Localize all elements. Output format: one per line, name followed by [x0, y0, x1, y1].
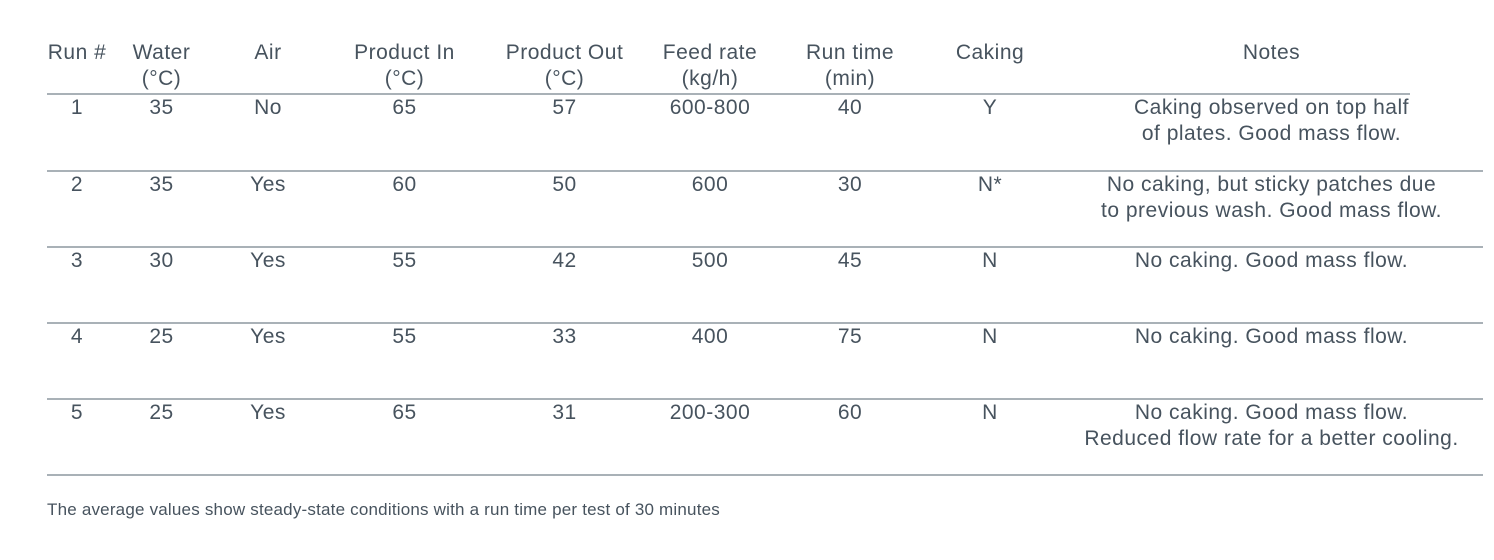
cell-run-number: 4: [70, 325, 84, 348]
cell-notes: Caking observed on top half of plates. G…: [1133, 96, 1409, 145]
table-row: 2 35 Yes 60 50 600 30 N* No caking, but …: [47, 171, 1483, 247]
results-table: Run # Water (°C) Air Product In (°C) Pro…: [47, 40, 1483, 476]
cell-product-out: 33: [552, 325, 577, 348]
cell-run-number: 2: [70, 173, 84, 196]
column-header-water: Water (°C): [132, 41, 191, 90]
cell-run-time: 75: [837, 325, 863, 348]
cell-product-out: 42: [552, 249, 577, 272]
cell-run-number: 5: [70, 401, 84, 424]
table-header-row: Run # Water (°C) Air Product In (°C) Pro…: [47, 40, 1483, 95]
column-header-product-out: Product Out (°C): [505, 41, 624, 90]
cell-run-number: 3: [70, 249, 84, 272]
column-header-feed-rate: Feed rate (kg/h): [662, 41, 758, 90]
cell-product-in: 55: [392, 325, 417, 348]
cell-water: 25: [149, 401, 174, 424]
cell-feed-rate: 600: [691, 173, 729, 196]
cell-feed-rate: 500: [691, 249, 729, 272]
cell-feed-rate: 400: [691, 325, 729, 348]
cell-caking: Y: [982, 96, 998, 119]
column-header-air: Air: [254, 41, 282, 64]
column-header-run-time: Run time (min): [805, 41, 895, 90]
column-header-run-number: Run #: [47, 41, 107, 64]
cell-notes: No caking, but sticky patches due to pre…: [1101, 173, 1442, 222]
cell-product-out: 31: [552, 401, 577, 424]
cell-air: Yes: [250, 249, 286, 272]
cell-caking: N: [982, 325, 998, 348]
table-row: 4 25 Yes 55 33 400 75 N No caking. Good …: [47, 323, 1483, 399]
cell-product-out: 57: [552, 96, 577, 119]
cell-product-out: 50: [552, 173, 577, 196]
column-header-product-in: Product In (°C): [354, 41, 455, 90]
cell-run-time: 40: [837, 96, 863, 119]
cell-run-time: 60: [837, 401, 863, 424]
cell-feed-rate: 600-800: [669, 96, 751, 119]
table-row: 1 35 No 65 57 600-800 40 Y Caking observ…: [47, 95, 1483, 171]
cell-air: No: [254, 96, 282, 119]
cell-run-time: 30: [837, 173, 863, 196]
table-row: 5 25 Yes 65 31 200-300 60 N No caking. G…: [47, 399, 1483, 475]
cell-air: Yes: [250, 325, 286, 348]
cell-air: Yes: [250, 173, 286, 196]
cell-caking: N: [982, 249, 998, 272]
cell-water: 30: [149, 249, 174, 272]
cell-product-in: 55: [392, 249, 417, 272]
header-divider: [47, 93, 1410, 95]
column-header-notes: Notes: [1242, 41, 1301, 64]
cell-feed-rate: 200-300: [669, 401, 751, 424]
cell-air: Yes: [250, 401, 286, 424]
cell-caking: N: [982, 401, 998, 424]
cell-notes: No caking. Good mass flow.: [1134, 325, 1409, 348]
cell-product-in: 60: [392, 173, 417, 196]
cell-run-time: 45: [837, 249, 863, 272]
cell-product-in: 65: [392, 96, 417, 119]
cell-water: 35: [149, 173, 174, 196]
cell-product-in: 65: [392, 401, 417, 424]
cell-notes: No caking. Good mass flow.: [1134, 249, 1409, 272]
cell-notes: No caking. Good mass flow. Reduced flow …: [1084, 401, 1459, 450]
cell-run-number: 1: [70, 96, 84, 119]
cell-water: 35: [149, 96, 174, 119]
cell-water: 25: [149, 325, 174, 348]
table-row: 3 30 Yes 55 42 500 45 N No caking. Good …: [47, 247, 1483, 323]
footnote: The average values show steady-state con…: [47, 500, 720, 519]
column-header-caking: Caking: [955, 41, 1025, 64]
cell-caking: N*: [977, 173, 1003, 196]
